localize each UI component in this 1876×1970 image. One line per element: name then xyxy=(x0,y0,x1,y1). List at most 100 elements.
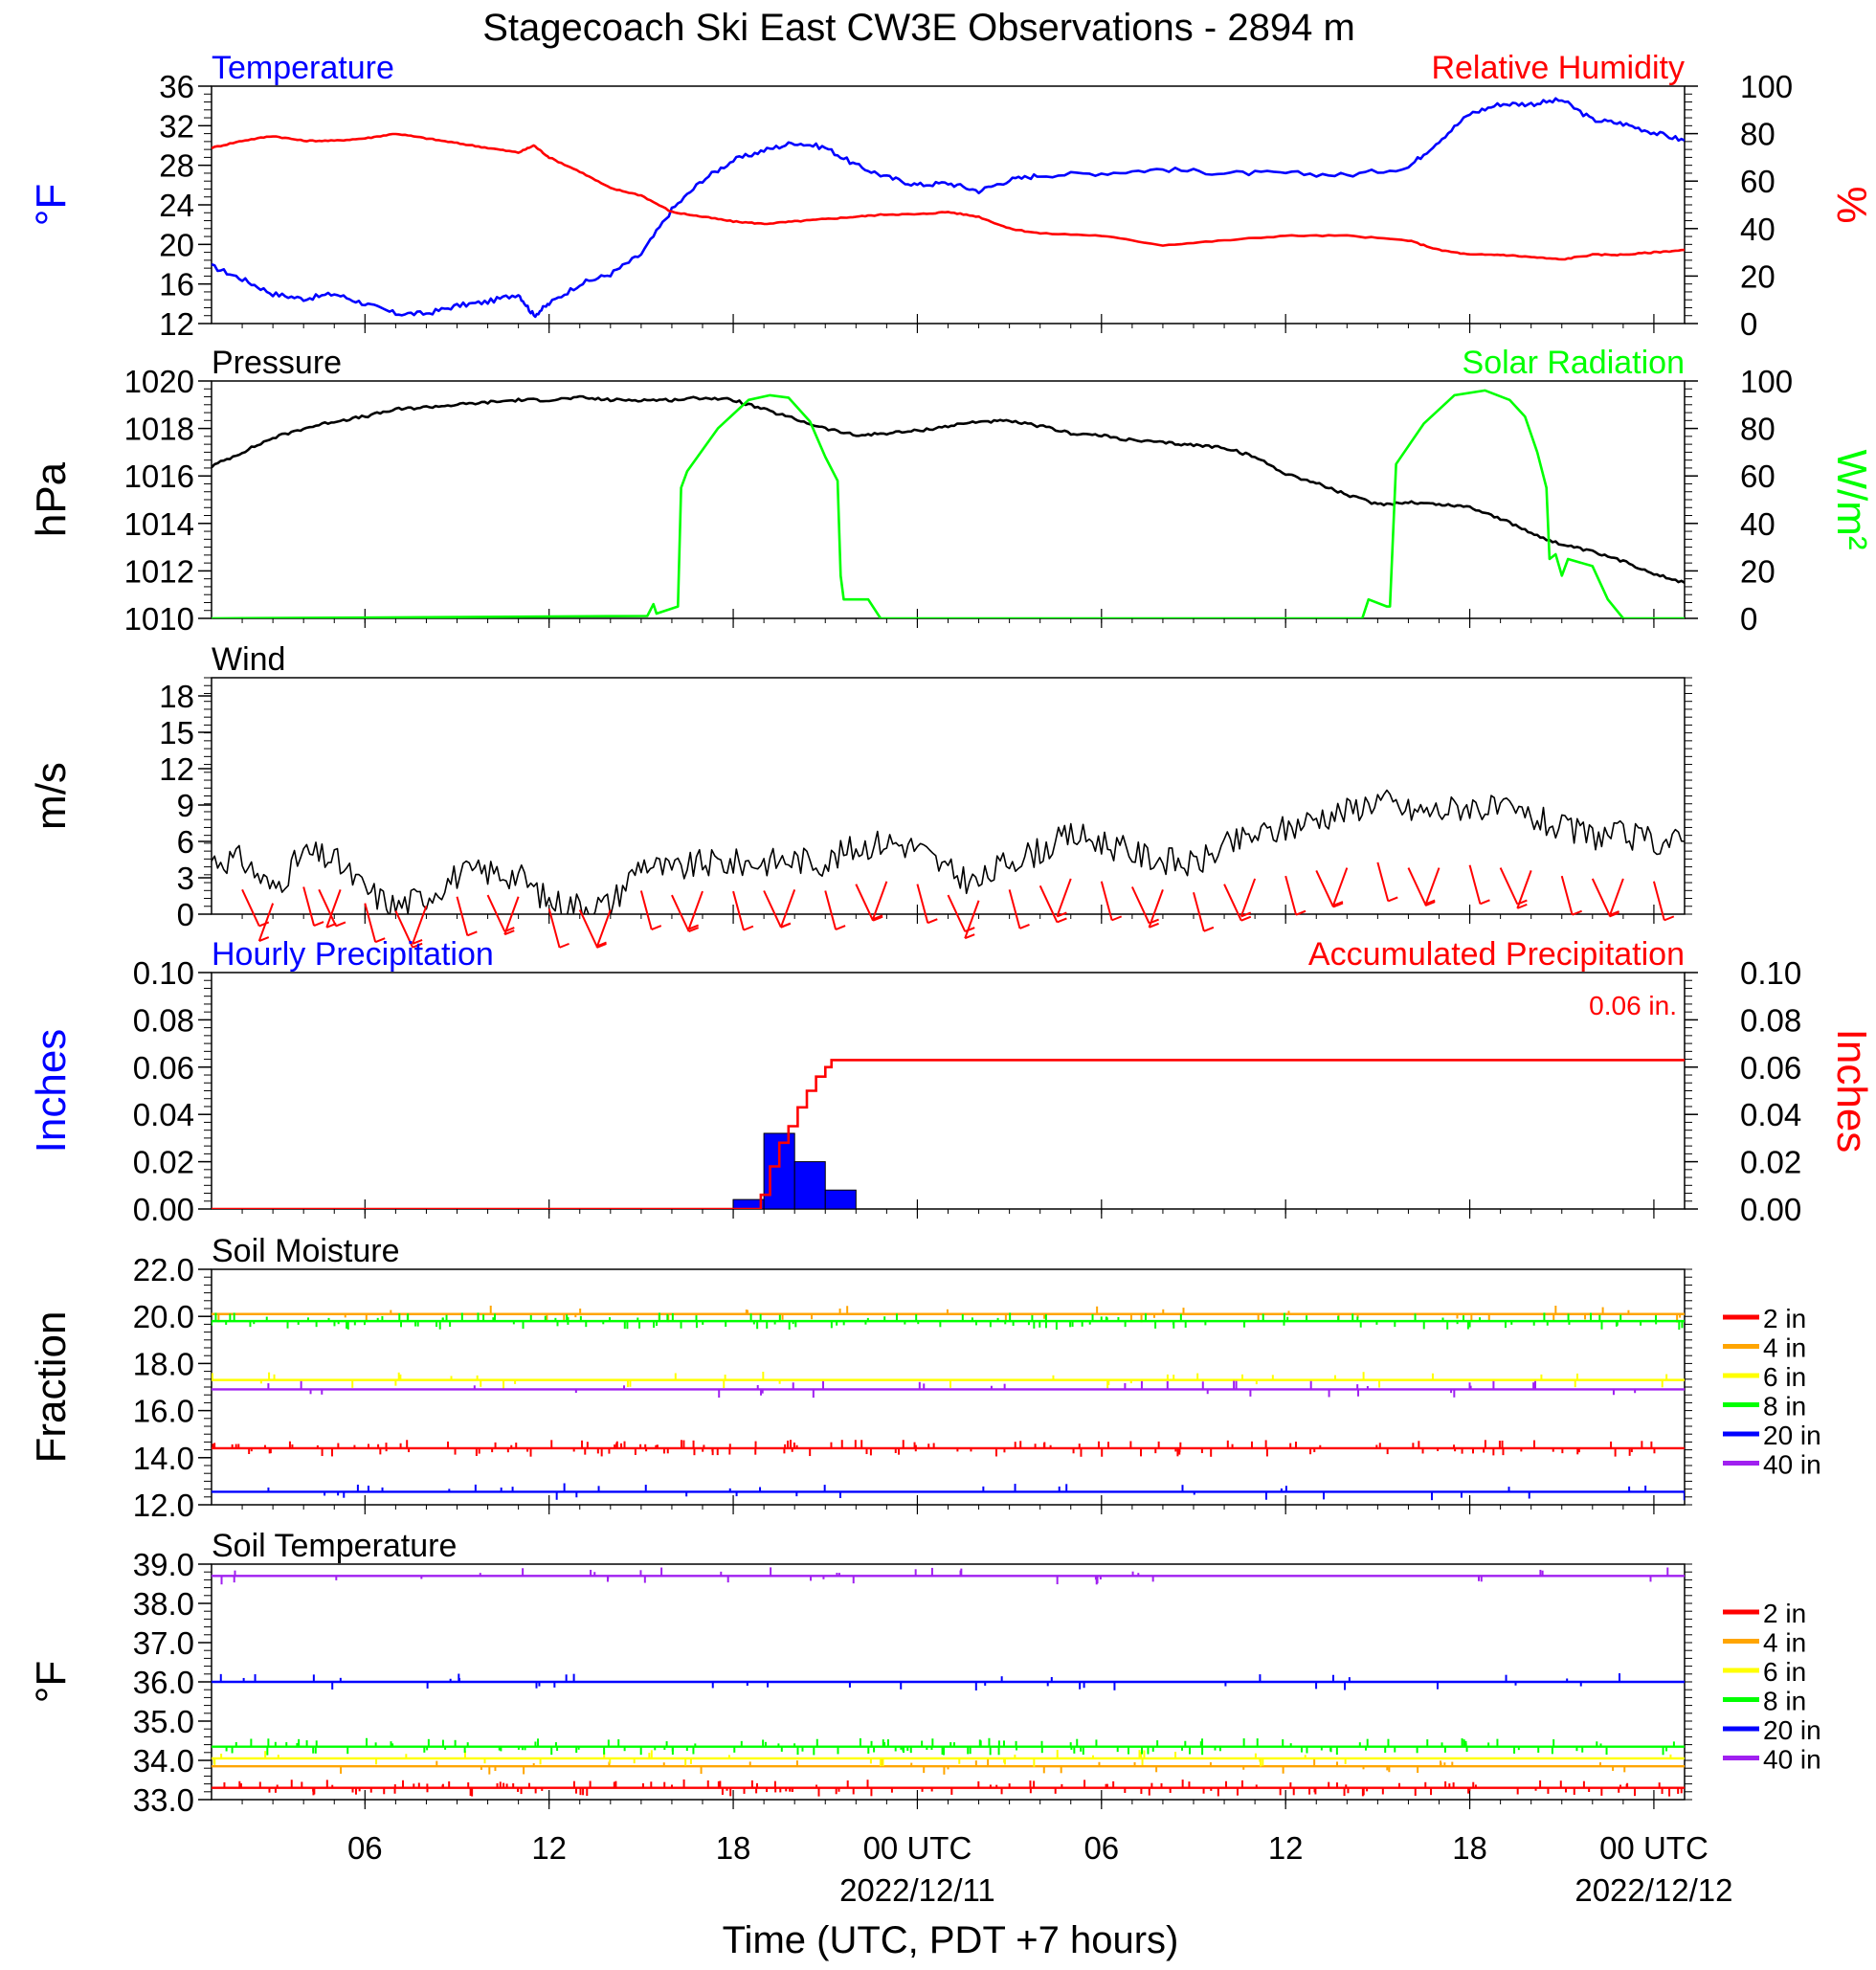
y-tick-label-right: 80 xyxy=(1740,117,1776,152)
depth-noise xyxy=(267,1380,1637,1399)
y-tick-label: 0.00 xyxy=(133,1192,194,1227)
wind-barb xyxy=(855,884,874,922)
y-tick-label-right: 0.06 xyxy=(1740,1050,1801,1086)
wind-barb xyxy=(325,889,342,929)
panel-5: Soil Moisture 12.0 14.0 16.0 18.0 20.0 22.0 Fra… xyxy=(28,1233,1821,1523)
wind-barb-flag xyxy=(780,922,792,929)
wind-barb xyxy=(1652,881,1665,921)
series-line-0 xyxy=(212,394,1685,584)
wind-barb xyxy=(964,900,980,939)
y-tick-label: 32 xyxy=(159,108,194,144)
y-tick-label-right: 60 xyxy=(1740,164,1776,199)
wind-barb-flag xyxy=(325,922,337,929)
wind-barb-flag xyxy=(559,942,570,949)
y-tick-label: 6 xyxy=(177,824,194,860)
wind-barb-flag xyxy=(1664,915,1675,922)
depth-noise xyxy=(219,1673,1621,1690)
y-tick-label: 12 xyxy=(159,751,194,787)
y-tick-label: 28 xyxy=(159,148,194,184)
wind-barb-flag xyxy=(466,930,478,937)
panel-6: Soil Temperature 33.034.0 35.0 36.0 37.038.0… xyxy=(28,1528,1821,1818)
wind-barb xyxy=(1608,878,1624,917)
precip-bar xyxy=(793,1161,826,1209)
wind-barb xyxy=(503,896,520,935)
y-tick-label: 18.0 xyxy=(133,1346,194,1381)
plot-frame xyxy=(211,677,1686,915)
wind-barb xyxy=(1193,891,1205,932)
y-tick-label-right: 0.04 xyxy=(1740,1097,1801,1132)
x-tick-label: 00 UTC xyxy=(1599,1830,1708,1866)
wind-barb xyxy=(872,881,888,920)
legend-label: 4 in xyxy=(1763,1628,1806,1658)
wind-barb-flag xyxy=(688,927,700,933)
y-tick-label-right: 0.10 xyxy=(1740,955,1801,991)
x-tick-label: 12 xyxy=(1268,1830,1304,1866)
y-tick-label: 3 xyxy=(177,861,194,896)
y-axis-label-left: hPa xyxy=(28,461,75,537)
wind-barb xyxy=(302,886,316,927)
wind-barb xyxy=(639,890,653,930)
series-line-0 xyxy=(212,789,1685,914)
plot-frame xyxy=(211,380,1686,619)
legend-label: 4 in xyxy=(1763,1333,1806,1363)
plot-content xyxy=(212,1059,1685,1209)
panel-right-label: Relative Humidity xyxy=(1431,50,1685,86)
wind-barb xyxy=(1240,878,1257,917)
wind-barb-flag xyxy=(1609,911,1619,918)
y-tick-label: 20.0 xyxy=(133,1299,194,1334)
y-tick-label: 0.10 xyxy=(133,955,194,991)
wind-barb-flag xyxy=(872,915,883,922)
y-tick-label: 1020 xyxy=(124,364,194,399)
y-tick-label: 0.02 xyxy=(133,1145,194,1180)
wind-barb xyxy=(947,894,967,932)
wind-barb xyxy=(364,903,377,943)
plot-frame xyxy=(211,85,1686,325)
y-tick-label-right: 0 xyxy=(1740,306,1757,342)
wind-barb xyxy=(763,890,782,928)
y-tick-label: 16 xyxy=(159,267,194,302)
y-tick-label: 35.0 xyxy=(133,1704,194,1739)
y-tick-label: 16.0 xyxy=(133,1394,194,1429)
y-tick-label-right: 40 xyxy=(1740,212,1776,247)
y-tick-label: 0.04 xyxy=(133,1097,194,1132)
y-tick-label-right: 60 xyxy=(1740,459,1776,494)
wind-barb xyxy=(687,890,704,929)
wind-barb-flag xyxy=(258,921,270,928)
wind-barb-flag xyxy=(1111,915,1123,922)
wind-barb xyxy=(732,890,745,930)
wind-barb-flag xyxy=(374,937,386,944)
x-axis-label: Time (UTC, PDT +7 hours) xyxy=(723,1919,1179,1961)
accumulated-line xyxy=(212,1059,1685,1209)
wind-barb-flag xyxy=(1019,923,1030,929)
y-axis-label-left: °F xyxy=(28,184,75,226)
panel-left-label: Hourly Precipitation xyxy=(212,936,494,973)
y-tick-label: 38.0 xyxy=(133,1586,194,1622)
y-tick-label: 0.06 xyxy=(133,1050,194,1086)
panel-2: Pressure Solar Radiation 1010 1012 1014 1016 1… xyxy=(28,345,1875,637)
y-tick-label: 36.0 xyxy=(133,1665,194,1700)
wind-barb-flag xyxy=(1057,911,1067,918)
precip-bar xyxy=(824,1189,857,1209)
wind-barb xyxy=(578,909,598,947)
plot-content xyxy=(212,1305,1685,1501)
time-axis: 06 12 18 00 UTC 06 12 18 00 UTC 2022/12/11 2022/1… xyxy=(347,1830,1733,1908)
wind-barb xyxy=(241,888,260,927)
y-tick-label: 1010 xyxy=(124,601,194,637)
wind-barb-flag xyxy=(1516,903,1528,909)
wind-barb-flag xyxy=(258,936,270,942)
legend-label: 8 in xyxy=(1763,1392,1806,1422)
legend-label: 2 in xyxy=(1763,1599,1806,1628)
wind-barb xyxy=(1332,867,1349,907)
y-tick-label-right: 0.02 xyxy=(1740,1145,1801,1180)
y-tick-label-right: 100 xyxy=(1740,364,1793,399)
wind-barb-flag xyxy=(596,942,607,949)
wind-barb-flag xyxy=(872,914,883,921)
wind-barb xyxy=(1130,886,1150,924)
wind-barb xyxy=(1284,875,1298,915)
y-tick-label: 0 xyxy=(177,897,194,932)
wind-barb-flag xyxy=(1332,901,1344,907)
plot-content xyxy=(212,389,1685,618)
x-tick-label: 00 UTC xyxy=(863,1830,972,1866)
wind-barb-flag xyxy=(651,925,662,930)
